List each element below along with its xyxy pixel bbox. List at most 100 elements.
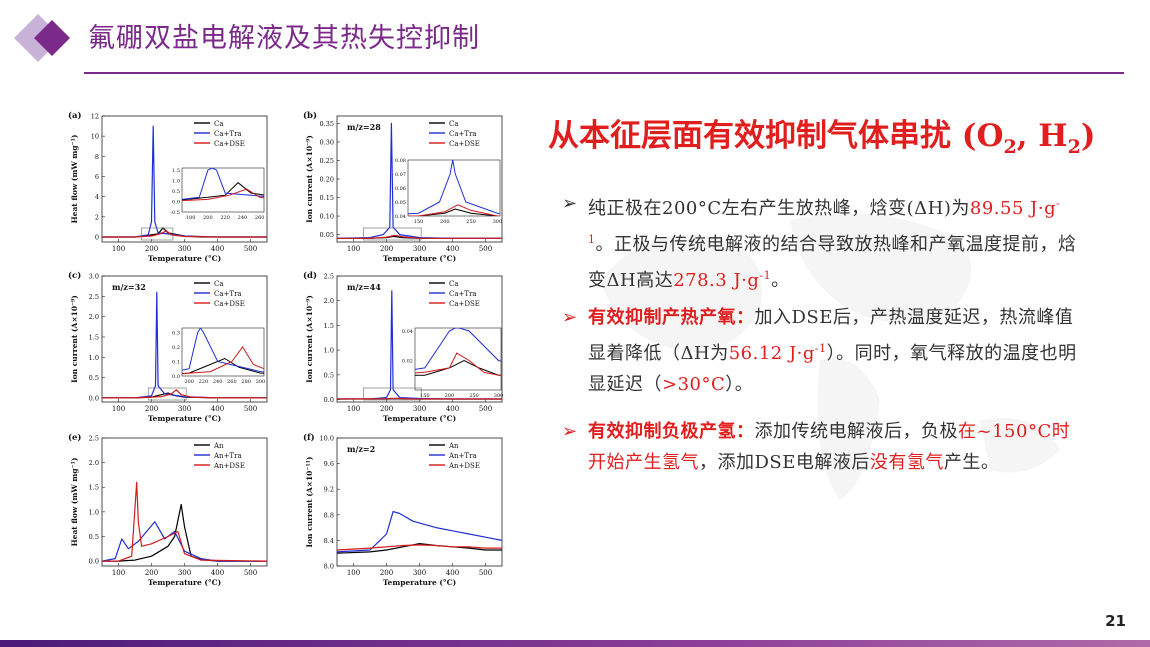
x-tick-label: 100: [112, 245, 125, 253]
inset-y-tick-label: 0.2: [172, 345, 180, 351]
inset-x-tick-label: 240: [213, 379, 223, 385]
bullet-fragment: 纯正极在200°C左右产生放热峰，焓变(ΔH)为: [588, 198, 970, 219]
inset-y-tick-label: 0.07: [395, 172, 406, 178]
bullet-fragment: ）。同时，氧气释放的温度也明显延迟（: [588, 343, 1077, 395]
panel-label: (e): [68, 432, 81, 443]
chart-panel-4: (d) m/z=44 100 200 300 400 500 0.0 0.5 1.0 1.5 2.0 2…: [303, 270, 503, 423]
chart-panel-6: (f) m/z=2 100 200 300 400 500 8.0 8.4 8.8 9.2 9.6 10…: [303, 432, 503, 587]
y-tick-label: 1.0: [89, 508, 99, 516]
slide-header: 氟硼双盐电解液及其热失控抑制: [0, 0, 1150, 75]
inset-y-tick-label: 0.04: [395, 214, 406, 220]
legend-entry: An+DSE: [448, 462, 480, 470]
series-line-An: [336, 543, 502, 554]
y-tick-label: 1.0: [89, 354, 99, 362]
series-line-An+Tra: [101, 521, 267, 562]
inset-x-tick-label: 250: [469, 393, 479, 399]
inset-y-tick-label: 0.05: [395, 200, 406, 206]
y-tick-label: 4: [95, 193, 99, 201]
inset-series-Ca: [182, 182, 264, 201]
x-axis-label: Temperature (°C): [148, 578, 221, 587]
inset-series-Ca+DSE: [182, 188, 264, 202]
y-tick-label: 2.0: [324, 297, 334, 305]
y-tick-label: 2.0: [89, 459, 99, 467]
inset-y-tick-label: 0.3: [172, 330, 180, 336]
bullet-fragment: 没有氢气: [869, 452, 944, 473]
y-tick-label: 8.8: [324, 511, 334, 519]
headline: 从本征层面有效抑制气体串扰 (O2, H2): [548, 118, 1096, 159]
y-tick-label: 0.5: [89, 533, 99, 541]
bullet-fragment: 有效抑制产热产氧：: [588, 307, 755, 328]
series-line-An+DSE: [336, 544, 502, 551]
inset-series-Ca+Tra: [182, 328, 264, 373]
x-tick-label: 400: [446, 245, 459, 253]
header-divider: [84, 72, 1124, 74]
bullet-fragment: 56.12 J·g: [728, 343, 815, 364]
legend-entry: An+Tra: [213, 452, 242, 460]
inset-x-tick-label: 180: [186, 215, 196, 221]
y-tick-label: 0.10: [320, 213, 334, 221]
bullet-fragment: 在~150°C时开始产生氢气: [588, 421, 1071, 473]
inset-y-tick-label: 1.0: [172, 179, 180, 185]
experimental-figure: (a) 100 200 300 400 500 0 2 4 6 8 10 12 Temperature (…: [68, 110, 503, 587]
x-tick-label: 300: [178, 245, 191, 253]
inset-y-tick-label: 0.08: [395, 158, 406, 164]
x-tick-label: 200: [380, 569, 393, 577]
bullet-fragment: ）。: [725, 374, 754, 395]
legend-entry: Ca+Tra: [449, 290, 477, 298]
inset-x-tick-label: 220: [199, 379, 209, 385]
x-tick-label: 400: [211, 405, 224, 413]
bullet-fragment: -1: [814, 342, 827, 355]
inset-y-tick-label: 0.06: [395, 186, 406, 192]
inset-x-tick-label: 150: [420, 393, 430, 399]
inset-x-tick-label: 200: [203, 215, 213, 221]
y-tick-label: 2.5: [89, 293, 99, 301]
x-tick-label: 200: [145, 245, 158, 253]
inset-y-tick-label: -0.5: [170, 210, 180, 216]
y-axis-label: Ion current (A×10⁻⁹): [305, 135, 314, 223]
x-tick-label: 300: [413, 569, 426, 577]
x-tick-label: 500: [479, 405, 492, 413]
legend-entry: Ca: [449, 280, 459, 288]
mz-annotation: m/z=28: [347, 122, 381, 132]
y-tick-label: 3.0: [89, 273, 99, 281]
y-tick-label: 0.15: [320, 194, 334, 202]
x-tick-label: 200: [145, 569, 158, 577]
bullet-fragment: 278.3 J·g: [673, 270, 760, 291]
y-tick-label: 0.5: [89, 374, 99, 382]
zoom-region: [141, 227, 174, 241]
zoom-region: [363, 227, 422, 241]
panel-label: (f): [303, 432, 315, 443]
y-tick-label: 1.0: [324, 347, 334, 355]
x-axis-label: Temperature (°C): [383, 414, 456, 423]
y-tick-label: 0.0: [324, 396, 334, 404]
legend-entry: Ca: [214, 280, 224, 288]
inset-x-tick-label: 200: [445, 393, 455, 399]
y-tick-label: 1.5: [89, 484, 99, 492]
bullet-fragment: 加入DSE后，产热温度延迟，热流峰值显着降低（ΔH为: [588, 307, 1074, 364]
x-tick-label: 200: [380, 405, 393, 413]
series-line-Ca+DSE: [102, 230, 267, 238]
bottom-bar: [0, 640, 1150, 647]
legend-entry: Ca+DSE: [449, 300, 480, 308]
chart-panel-3: (c) m/z=32 100 200 300 400 500 0.0 0.5 1.0 1.5 2.0 2…: [68, 270, 268, 423]
inset-x-tick-label: 200: [440, 219, 450, 225]
bullet-fragment: -1: [759, 269, 772, 282]
inset-x-tick-label: 250: [466, 219, 476, 225]
y-tick-label: 6: [95, 173, 99, 181]
zoom-region: [147, 387, 187, 401]
inset-y-tick-label: 0.1: [172, 359, 180, 365]
y-tick-label: 0.0: [89, 558, 99, 566]
x-tick-label: 300: [413, 245, 426, 253]
x-tick-label: 300: [178, 569, 191, 577]
y-tick-label: 0.20: [320, 176, 334, 184]
y-tick-label: 2.5: [89, 435, 99, 443]
inset-plot: 200 220 240 260 280 300 0.0 0.1 0.2 0.3: [172, 327, 265, 385]
y-tick-label: 0.35: [320, 120, 334, 128]
y-tick-label: 9.6: [324, 460, 334, 468]
y-axis-label: Ion current (A×10⁻⁹): [70, 295, 79, 383]
x-axis-label: Temperature (°C): [148, 414, 221, 423]
y-axis-label: Heat flow (mW mg⁻¹): [70, 135, 79, 224]
y-tick-label: 2: [95, 213, 99, 221]
inset-x-tick-label: 300: [493, 219, 503, 225]
inset-series-Ca+Tra: [408, 160, 500, 215]
